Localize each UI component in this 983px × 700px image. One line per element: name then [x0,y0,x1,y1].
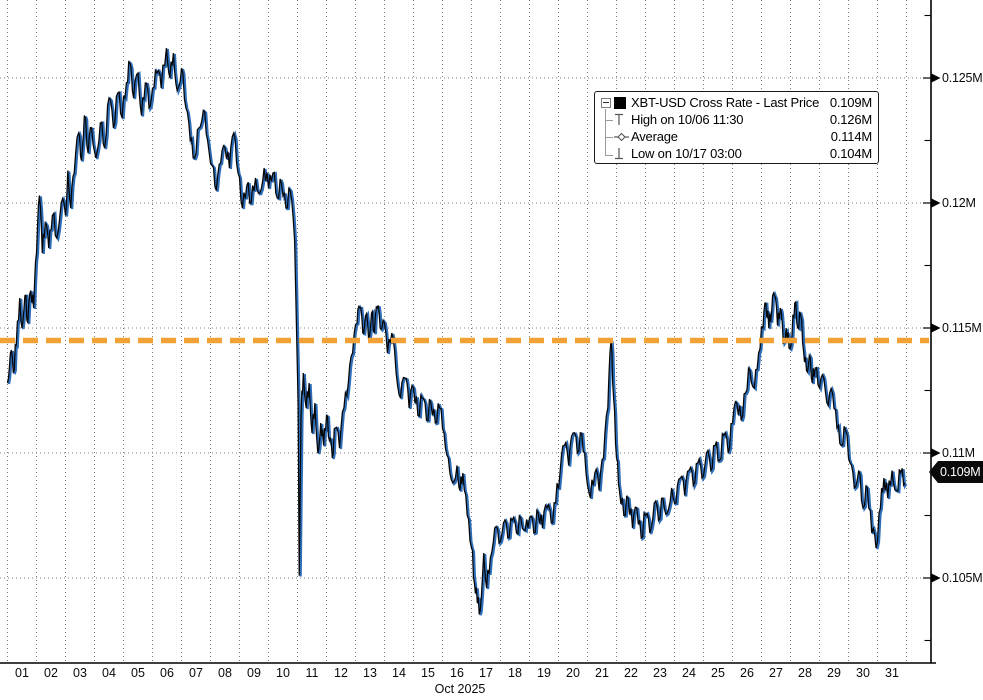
legend-series-label: XBT-USD Cross Rate - Last Price [631,95,820,110]
legend-average-label: Average [631,129,678,144]
y-axis-label: 0.115M [942,321,982,335]
x-axis-day-label: 07 [189,666,203,680]
low-marker-icon [615,148,623,160]
legend-row-high[interactable]: High on 10/06 11:30 0.126M [601,111,872,128]
x-axis-day-label: 11 [305,666,319,680]
x-axis-day-label: 16 [450,666,464,680]
x-axis-day-label: 01 [15,666,29,680]
legend-high-value: 0.126M [829,112,872,127]
x-axis-day-label: 23 [653,666,667,680]
x-axis-day-label: 19 [537,666,551,680]
legend-low-value: 0.104M [829,146,872,161]
x-axis-day-label: 22 [624,666,638,680]
y-tick-arrow-icon [931,198,941,208]
x-axis-day-label: 02 [44,666,58,680]
x-axis-day-label: 26 [740,666,754,680]
legend-row-last-price[interactable]: XBT-USD Cross Rate - Last Price 0.109M [601,94,872,111]
legend-tree-stub [605,137,613,138]
x-axis-day-label: 18 [508,666,522,680]
legend-low-label: Low on 10/17 03:00 [631,146,742,161]
legend-tree-stub [605,155,613,156]
x-axis-day-label: 08 [218,666,232,680]
price-line [6,47,906,615]
legend-row-low[interactable]: Low on 10/17 03:00 0.104M [601,145,872,162]
y-axis-label: 0.125M [942,71,983,85]
x-axis-day-label: 04 [102,666,116,680]
x-axis-month-label: Oct 2025 [434,682,486,696]
y-axis-label: 0.105M [942,571,983,585]
legend-tree-stub [605,120,613,121]
x-axis-day-label: 30 [856,666,870,680]
last-price-badge: 0.109M [929,461,983,483]
x-axis-day-label: 09 [247,666,261,680]
chart-legend[interactable]: XBT-USD Cross Rate - Last Price 0.109M H… [594,91,879,164]
x-axis-day-label: 24 [682,666,696,680]
series-swatch-icon [614,96,626,109]
high-marker-icon [615,113,623,125]
x-axis-day-label: 05 [131,666,145,680]
x-axis-day-label: 03 [73,666,87,680]
legend-average-value: 0.114M [830,129,872,144]
x-axis-day-label: 12 [334,666,348,680]
x-axis-day-label: 17 [479,666,493,680]
legend-high-label: High on 10/06 11:30 [631,112,744,127]
y-tick-arrow-icon [931,323,941,333]
x-axis-day-label: 13 [363,666,377,680]
y-tick-arrow-icon [931,73,941,83]
tree-collapse-icon[interactable] [601,97,611,108]
x-axis-day-label: 31 [885,666,899,680]
y-axis-label: 0.12M [942,196,976,210]
y-axis-label: 0.11M [942,446,975,460]
x-axis-day-label: 29 [827,666,841,680]
y-tick-arrow-icon [931,573,941,583]
x-axis-day-label: 06 [160,666,174,680]
legend-row-average[interactable]: Average 0.114M [601,128,872,145]
x-axis-day-label: 15 [421,666,435,680]
x-axis-day-label: 21 [595,666,609,680]
average-marker-icon [614,132,629,141]
x-axis-day-label: 20 [566,666,580,680]
y-tick-arrow-icon [931,448,941,458]
x-axis-day-label: 10 [276,666,290,680]
legend-tree-line [605,109,606,156]
x-axis-day-label: 14 [392,666,406,680]
x-axis-day-label: 25 [711,666,725,680]
x-axis-day-label: 28 [798,666,812,680]
legend-series-value: 0.109M [829,95,872,110]
x-axis-day-label: 27 [769,666,783,680]
